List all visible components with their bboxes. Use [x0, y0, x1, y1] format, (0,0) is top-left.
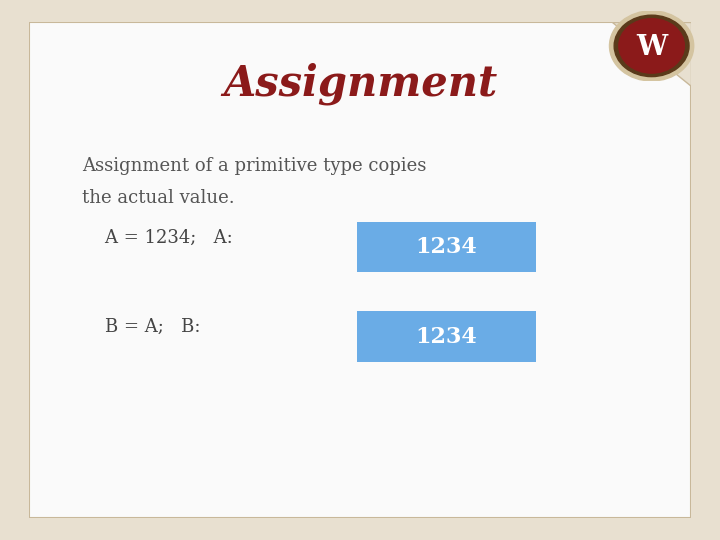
- Text: A = 1234;   A:: A = 1234; A:: [82, 229, 233, 247]
- Text: the actual value.: the actual value.: [82, 189, 235, 207]
- FancyBboxPatch shape: [356, 311, 536, 362]
- Text: W: W: [636, 34, 667, 61]
- Ellipse shape: [609, 11, 693, 81]
- Polygon shape: [612, 22, 691, 86]
- Ellipse shape: [614, 15, 689, 77]
- Text: 1234: 1234: [415, 236, 477, 258]
- Text: 1234: 1234: [415, 326, 477, 348]
- FancyBboxPatch shape: [29, 22, 691, 518]
- Text: B = A;   B:: B = A; B:: [82, 318, 200, 336]
- Ellipse shape: [618, 19, 684, 73]
- Text: Assignment: Assignment: [223, 63, 497, 105]
- Text: Assignment of a primitive type copies: Assignment of a primitive type copies: [82, 157, 426, 174]
- FancyBboxPatch shape: [356, 222, 536, 273]
